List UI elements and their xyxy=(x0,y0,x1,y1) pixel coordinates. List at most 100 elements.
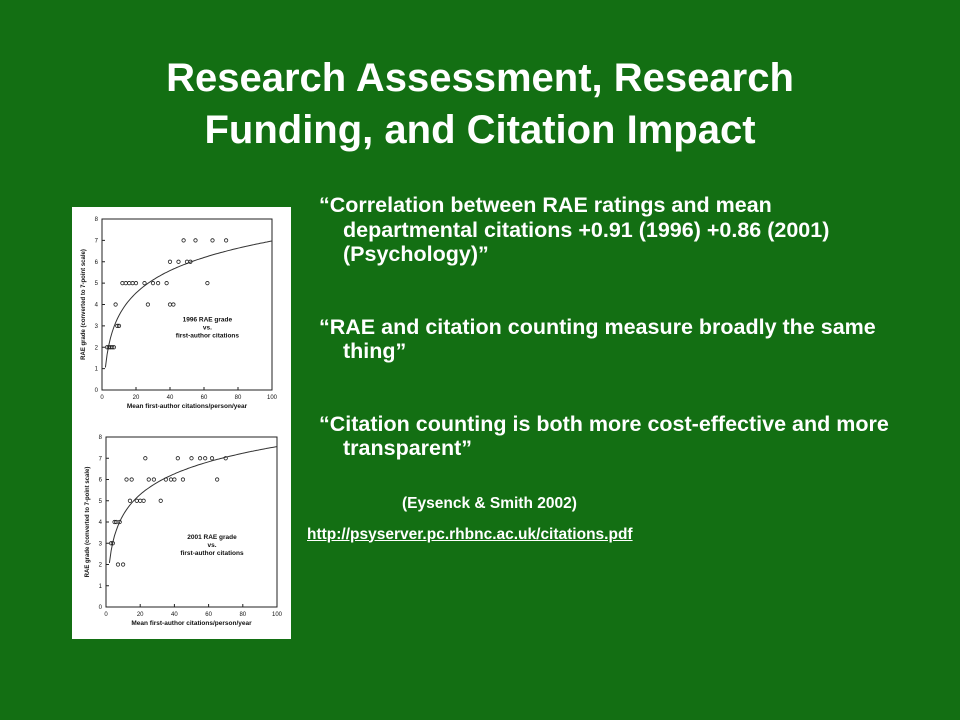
plot1-data-point xyxy=(176,259,181,264)
plot2-data-point xyxy=(146,477,151,482)
plot2-data-point xyxy=(127,498,133,503)
plot2-data-point xyxy=(175,456,180,461)
plot2-y-axis-label: RAE grade (converted to 7-point scale) xyxy=(85,467,91,578)
plot2-y-tick-label: 2 xyxy=(99,563,103,569)
plot1-data-point xyxy=(188,259,193,264)
plot1-data-point xyxy=(127,281,132,286)
plot2-x-tick-label: 0 xyxy=(104,612,108,618)
plot2-data-point xyxy=(120,562,126,567)
plot2-x-tick-label: 80 xyxy=(239,612,246,618)
plot2-data-point xyxy=(115,562,121,567)
plot1-y-tick-label: 7 xyxy=(95,238,99,244)
plot1-data-point xyxy=(133,281,139,286)
plot1-data-point xyxy=(130,281,135,286)
citation-link[interactable]: http://psyserver.pc.rhbnc.ac.uk/citation… xyxy=(307,525,633,543)
quote-list: “Correlation between RAE ratings and mea… xyxy=(307,193,897,547)
plot1-data-point xyxy=(167,259,173,264)
plot2-data-point xyxy=(110,541,115,546)
plot1-x-tick-label: 40 xyxy=(167,395,174,401)
plot2-data-point xyxy=(215,477,220,482)
plot1-data-point xyxy=(145,302,151,307)
plot2-frame xyxy=(105,436,278,608)
plot1-y-tick-label: 3 xyxy=(95,324,99,330)
plot2-data-point xyxy=(158,498,163,503)
title-line-2: Funding, and Citation Impact xyxy=(204,108,756,152)
plot1-y-tick-label: 2 xyxy=(95,345,99,351)
plot2-trend-curve xyxy=(108,446,278,564)
plot1-x-tick-label: 20 xyxy=(133,395,140,401)
plot2-y-tick-label: 8 xyxy=(99,435,103,441)
plot2-data-point xyxy=(209,456,215,461)
plot2-data-point xyxy=(112,519,117,525)
plot2-data-point xyxy=(109,541,114,546)
plot1-y-tick-label: 0 xyxy=(95,388,99,394)
plot1-annotation-line: vs. xyxy=(203,325,212,332)
plot2-annotation-line: first-author citations xyxy=(180,550,244,557)
plot2-y-tick-label: 6 xyxy=(99,478,103,484)
plot1-frame xyxy=(101,218,273,391)
plot2-x-tick-label: 60 xyxy=(205,612,212,618)
plot2-data-point xyxy=(223,456,228,461)
plot1-data-point xyxy=(205,281,210,286)
plot1-y-axis-label: RAE grade (converted to 7-point scale) xyxy=(81,249,87,360)
title-line-1: Research Assessment, Research xyxy=(166,56,794,100)
plot2-data-point xyxy=(141,498,146,503)
plot1-data-point xyxy=(110,345,115,350)
plot2-y-tick-label: 3 xyxy=(99,541,103,547)
plot1-data-point xyxy=(120,281,125,286)
plot2-data-point xyxy=(129,477,134,482)
plot1-y-tick-label: 4 xyxy=(95,303,99,309)
plot2-x-axis-label: Mean first-author citations/person/year xyxy=(131,620,252,627)
plot1-y-tick-label: 1 xyxy=(95,367,99,373)
plot2-data-point xyxy=(180,477,186,482)
plot2-data-point xyxy=(189,456,194,461)
scatter-figure: 0 20 40 60 80 100 0 1 2 3 4 5 6 7 8 Mean first-author c… xyxy=(72,207,291,639)
plot1-y-tick-label: 8 xyxy=(95,217,99,223)
plot2-x-tick-label: 20 xyxy=(137,612,144,618)
plot2-y-tick-label: 1 xyxy=(99,584,103,590)
plot2-data-point xyxy=(134,498,139,503)
plot1-data-point xyxy=(113,302,118,307)
plot2-y-tick-label: 7 xyxy=(99,456,103,462)
plot2-data-point xyxy=(172,477,177,482)
plot1-data-point xyxy=(193,238,198,243)
plot2-data-point xyxy=(151,477,156,482)
plot1-data-point xyxy=(156,281,161,286)
plot1-annotation-line: first-author citations xyxy=(176,333,240,340)
plot1-y-tick-label: 6 xyxy=(95,260,99,266)
plot2-data-point xyxy=(143,456,148,461)
plot1-data-point xyxy=(116,323,122,328)
plot1-annotation-line: 1996 RAE grade xyxy=(183,317,233,324)
plot1-data-point xyxy=(210,238,215,243)
plot2-data-point xyxy=(124,477,129,482)
plot1-data-point xyxy=(224,238,229,243)
plot2-data-point xyxy=(138,498,143,503)
plot2-data-point xyxy=(163,477,168,482)
plot2-y-tick-label: 0 xyxy=(99,605,103,611)
plot2-y-tick-label: 5 xyxy=(99,499,103,505)
plot2-annotation-line: vs. xyxy=(207,542,216,549)
plot1-trend-curve xyxy=(104,240,273,368)
plot2-data-point xyxy=(203,456,208,461)
quote-same-thing: “RAE and citation counting measure broad… xyxy=(319,314,876,364)
plot2-data-point xyxy=(197,456,203,461)
plot1-data-point xyxy=(115,323,120,328)
plot2-y-tick-label: 4 xyxy=(99,520,103,526)
plot1-data-point xyxy=(171,302,176,307)
plot2-data-point xyxy=(168,477,174,482)
plot2-data-point xyxy=(117,519,122,525)
plot1-data-point xyxy=(142,281,147,286)
plot2-annotation-line: 2001 RAE grade xyxy=(187,534,237,541)
plot1-data-point xyxy=(164,281,169,286)
plot1-x-tick-label: 100 xyxy=(267,395,278,401)
quote-cost-effective: “Citation counting is both more cost-eff… xyxy=(319,411,889,461)
plot1-data-point xyxy=(181,238,186,243)
plot1-data-point xyxy=(150,281,156,286)
plot2-x-tick-label: 100 xyxy=(272,612,283,618)
plot2-x-tick-label: 40 xyxy=(171,612,178,618)
plot1-x-tick-label: 80 xyxy=(235,395,242,401)
plot1-y-tick-label: 5 xyxy=(95,281,99,287)
plot1-data-point xyxy=(123,281,128,286)
plot1-x-tick-label: 0 xyxy=(100,395,104,401)
plot1-data-point xyxy=(111,345,117,350)
